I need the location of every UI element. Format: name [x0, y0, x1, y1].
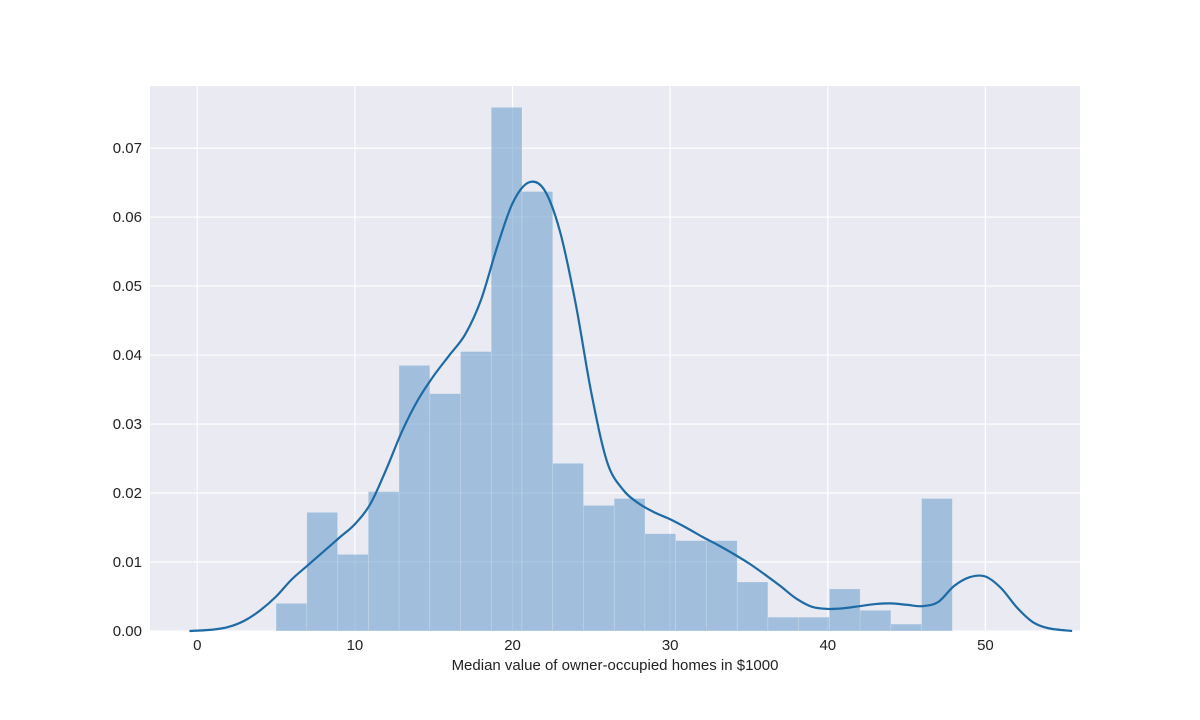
y-tick-label: 0.06	[113, 209, 142, 226]
histogram-bar	[521, 191, 554, 632]
y-tick-label: 0.07	[113, 140, 142, 157]
histogram-bar	[798, 616, 830, 632]
y-tick-label: 0.03	[113, 416, 142, 433]
histogram-bar	[675, 540, 707, 632]
kde-curve-group	[189, 180, 1073, 633]
histogram-bar	[429, 393, 461, 632]
y-tick-label: 0.00	[113, 623, 142, 640]
y-tick-label: 0.01	[113, 554, 142, 571]
x-tick-label: 50	[977, 637, 994, 654]
x-tick-label: 20	[504, 637, 521, 654]
histogram-bar	[552, 463, 584, 632]
x-tick-label: 40	[819, 637, 836, 654]
histogram-bar	[460, 351, 492, 632]
y-tick-label: 0.04	[113, 347, 142, 364]
histogram-bar	[890, 623, 922, 632]
kde-curve	[189, 180, 1073, 633]
histogram-bar	[859, 610, 892, 632]
x-tick-label: 0	[193, 637, 201, 654]
histogram-bar	[921, 498, 953, 632]
histogram-bar	[398, 365, 431, 632]
histogram-bar	[490, 107, 523, 632]
y-tick-label: 0.02	[113, 485, 142, 502]
x-tick-label: 30	[662, 637, 679, 654]
histogram-bar	[337, 554, 369, 632]
histogram-bar	[644, 533, 676, 632]
histogram-bar	[583, 505, 615, 632]
x-axis-ticks: 0 10 20 30 40 50	[193, 637, 994, 654]
y-axis-ticks: 0.00 0.01 0.02 0.03 0.04 0.05 0.06 0.07	[113, 140, 142, 640]
histogram-bar	[736, 581, 769, 632]
histogram-bar	[275, 603, 308, 632]
histogram-bar	[306, 512, 338, 632]
x-tick-label: 10	[347, 637, 364, 654]
histogram-bar	[368, 491, 400, 632]
histogram-bar	[613, 498, 646, 632]
histogram-bar	[767, 616, 799, 632]
y-tick-label: 0.05	[113, 278, 142, 295]
histogram-bar	[706, 540, 738, 632]
x-axis-label: Median value of owner-occupied homes in …	[452, 657, 779, 674]
